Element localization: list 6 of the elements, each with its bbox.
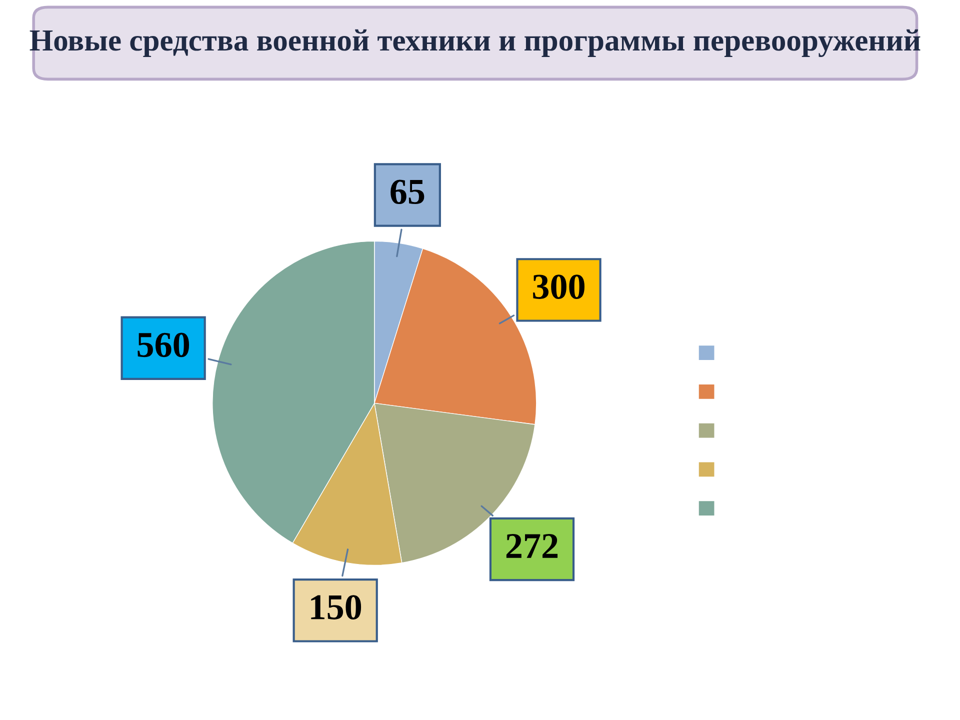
data-label: 300: [533, 274, 584, 299]
data-label: 560: [138, 332, 190, 358]
data-label: 65: [390, 180, 424, 204]
chart-title: Новые средства военной техники и программы перевооружений: [30, 29, 920, 58]
data-label: 150: [311, 595, 362, 620]
data-label: 272: [506, 534, 558, 558]
